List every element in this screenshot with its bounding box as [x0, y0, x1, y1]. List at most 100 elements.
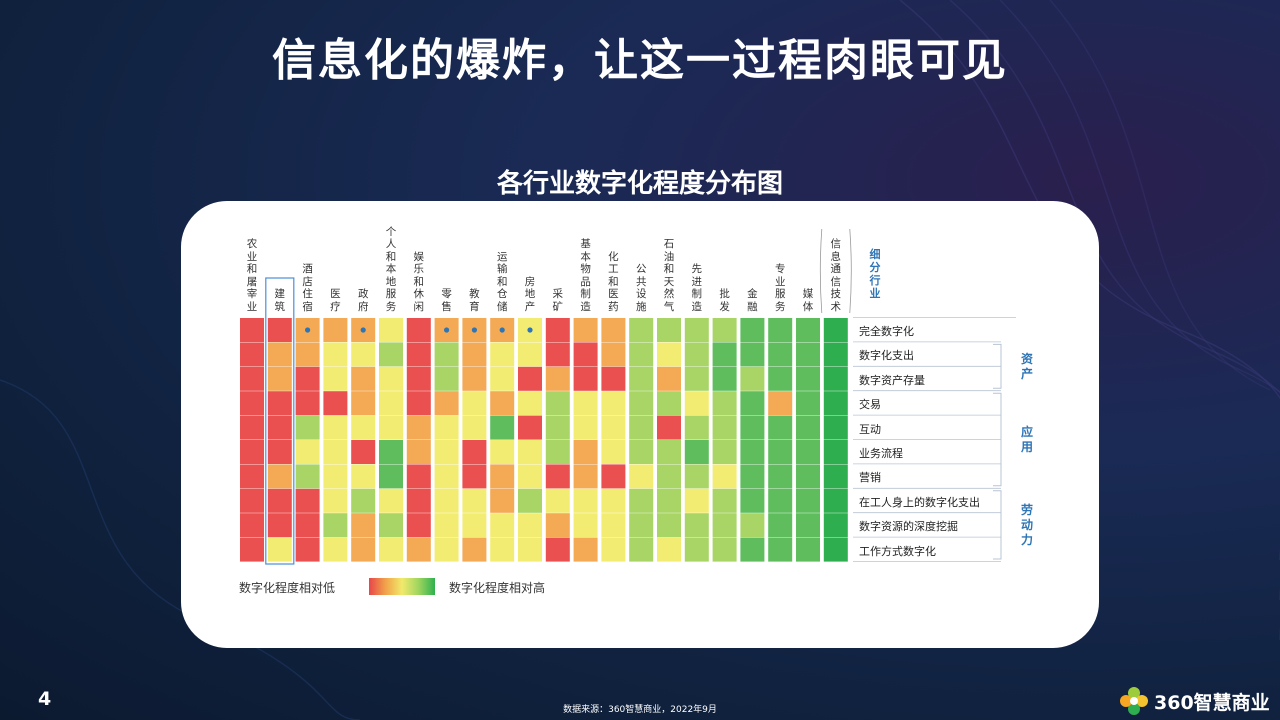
heatmap-cell: [657, 318, 681, 342]
heatmap-cell: [434, 464, 459, 489]
heatmap-cell: [629, 537, 654, 562]
heatmap-cell: [573, 415, 598, 440]
heatmap-cell: [545, 464, 570, 489]
heatmap-cell: [657, 464, 681, 489]
heatmap-cell: [768, 415, 793, 440]
industry-label: 农业和屠宰业: [246, 238, 258, 313]
heatmap-cell: [267, 440, 292, 464]
heatmap-cell: [573, 488, 598, 513]
logo-text: 360智慧商业: [1154, 691, 1270, 714]
industry-label: 教育: [469, 288, 480, 313]
heatmap-cell: [490, 513, 515, 538]
industry-label: 娱乐和休闲: [413, 250, 425, 313]
heatmap-cell: [573, 342, 598, 367]
heatmap: [240, 228, 1016, 565]
legend-high-label: 数字化程度相对高: [449, 581, 546, 595]
heatmap-cell: [629, 464, 654, 489]
heatmap-cell: [684, 415, 709, 440]
heatmap-cell: [684, 391, 709, 416]
group-bracket: [993, 343, 1002, 389]
heatmap-cell: [406, 513, 431, 538]
heatmap-cell: [601, 537, 626, 562]
heatmap-cell: [684, 488, 709, 513]
heatmap-cell: [740, 391, 765, 416]
heatmap-cell: [462, 366, 487, 391]
heatmap-cell: [545, 366, 570, 391]
heatmap-cell: [267, 488, 292, 513]
dimension-label: 业务流程: [859, 447, 903, 460]
ict-bracket: [819, 228, 852, 314]
heatmap-cell: [657, 415, 681, 440]
heatmap-cell: [768, 366, 793, 391]
heatmap-cell: [351, 366, 376, 391]
heatmap-cell: [573, 464, 598, 489]
heatmap-cell: [823, 537, 848, 562]
heatmap-cell: [768, 513, 793, 538]
heatmap-cell: [379, 318, 403, 342]
heatmap-cell: [323, 415, 348, 440]
heatmap-cell: [434, 415, 459, 440]
heatmap-cell: [796, 440, 820, 464]
dot-marker: [444, 327, 450, 333]
heatmap-cell: [823, 440, 848, 464]
heatmap-cell: [573, 391, 598, 416]
heatmap-cell: [406, 488, 431, 513]
industry-label: 专业服务: [774, 263, 786, 313]
heatmap-cell: [823, 366, 848, 391]
heatmap-cell: [768, 464, 793, 489]
heatmap-cell: [462, 513, 487, 538]
dot-marker: [499, 327, 505, 333]
heatmap-cell: [657, 391, 681, 416]
heatmap-cell: [712, 537, 737, 562]
heatmap-cell: [601, 415, 626, 440]
heatmap-cell: [657, 488, 681, 513]
heatmap-cell: [351, 513, 376, 538]
heatmap-cell: [684, 537, 709, 562]
heatmap-cell: [267, 513, 292, 538]
heatmap-cell: [240, 391, 264, 416]
dimension-label: 数字资产存量: [859, 373, 925, 387]
heatmap-cell: [240, 537, 264, 562]
heatmap-cell: [351, 464, 376, 489]
dimension-label: 交易: [859, 398, 881, 412]
industry-label: 政府: [357, 288, 369, 313]
heatmap-cell: [712, 391, 737, 416]
industry-label: 零售: [441, 288, 452, 313]
heatmap-cell: [240, 513, 264, 538]
industry-label: 医疗: [330, 288, 341, 313]
heatmap-cell: [823, 488, 848, 513]
heatmap-cell: [740, 318, 765, 342]
chart-title: 各行业数字化程度分布图: [496, 169, 783, 199]
heatmap-cell: [379, 415, 403, 440]
heatmap-cell: [629, 366, 654, 391]
heatmap-cell: [295, 464, 320, 489]
heatmap-cell: [434, 342, 459, 367]
heatmap-cell: [684, 366, 709, 391]
industry-label: 公共设施: [635, 263, 647, 313]
heatmap-cell: [462, 464, 487, 489]
heatmap-cell: [323, 342, 348, 367]
group-label: 应用: [1020, 425, 1033, 454]
heatmap-cell: [267, 391, 292, 416]
heatmap-cell: [295, 342, 320, 367]
heatmap-cell: [518, 366, 542, 391]
heatmap-cell: [657, 366, 681, 391]
flower-icon: [1120, 687, 1148, 715]
heatmap-cell: [406, 342, 431, 367]
heatmap-cell: [267, 415, 292, 440]
dot-marker: [305, 327, 311, 333]
heatmap-cell: [406, 415, 431, 440]
heatmap-cell: [601, 318, 626, 342]
heatmap-cell: [323, 513, 348, 538]
heatmap-cell: [823, 342, 848, 367]
heatmap-cell: [629, 342, 654, 367]
industry-label: 个人和本地服务: [385, 225, 397, 313]
heatmap-cell: [434, 537, 459, 562]
heatmap-cell: [295, 488, 320, 513]
group-label: 资产: [1020, 351, 1033, 381]
heatmap-cell: [601, 513, 626, 538]
heatmap-cell: [657, 537, 681, 562]
heatmap-cell: [684, 318, 709, 342]
heatmap-cell: [379, 537, 403, 562]
heatmap-cell: [518, 440, 542, 464]
